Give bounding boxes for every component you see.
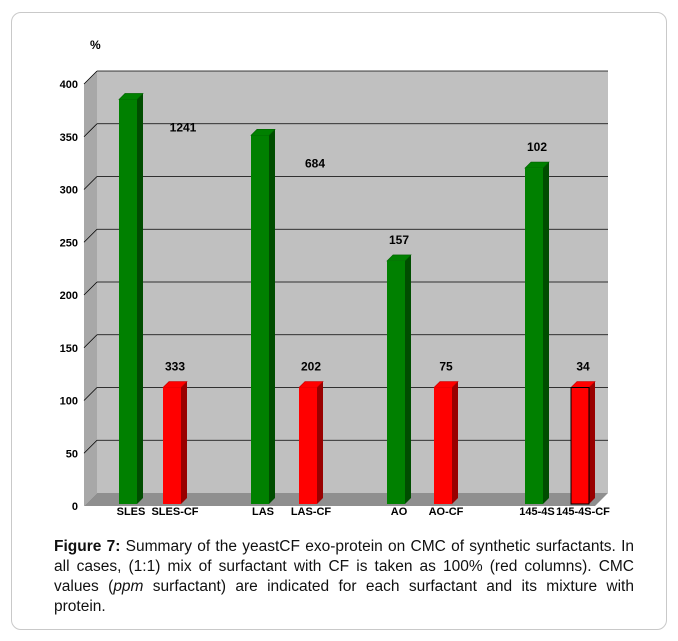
x-tick-labels: SLES SLES-CF LAS LAS-CF AO AO-CF 145-4S 145-4S-… — [117, 506, 611, 518]
bar-side — [589, 381, 595, 504]
x-tick-label: AO-CF — [429, 506, 464, 518]
bar — [524, 161, 550, 504]
gridline-side — [83, 228, 98, 243]
data-labels: 1241 333 684 202 157 75 102 34 — [165, 120, 590, 373]
y-tick-label: 350 — [60, 132, 78, 144]
y-tick-label: 250 — [60, 237, 78, 249]
bar-front — [570, 387, 590, 505]
caption-text-1: Summary of the yeastCF exo-protein on CM… — [54, 538, 634, 595]
bar-chart: 0 50 100 150 200 250 300 350 400 SLES SLES-CF LAS L… — [60, 38, 611, 518]
gridlines — [83, 70, 608, 454]
bar-side — [452, 381, 458, 504]
bar-side — [543, 162, 549, 504]
floor — [84, 493, 608, 506]
bar-front — [299, 387, 317, 504]
gridline-side — [83, 281, 98, 296]
gridline-side — [83, 176, 98, 190]
y-tick-label: 300 — [60, 185, 78, 197]
gridline-side — [83, 439, 98, 454]
data-label: 102 — [527, 140, 547, 154]
y-tick-label: 200 — [60, 290, 78, 302]
gridline-side — [83, 334, 98, 349]
gridline-side — [83, 70, 98, 85]
y-tick-label: 400 — [60, 79, 78, 91]
y-tick-label: 0 — [72, 501, 78, 513]
bars — [118, 93, 596, 505]
gridline-side — [83, 387, 98, 401]
bar-front — [119, 99, 137, 505]
bar-side — [137, 93, 143, 505]
caption-lead: Figure 7: — [54, 538, 121, 555]
y-tick-label: 150 — [60, 343, 78, 355]
bar — [433, 381, 459, 504]
y-tick-labels: 0 50 100 150 200 250 300 350 400 — [60, 79, 78, 513]
bar — [162, 381, 188, 504]
data-label: 202 — [301, 360, 321, 374]
bar-front — [525, 168, 543, 504]
y-axis-label: % — [90, 38, 101, 52]
y-tick-label: 50 — [66, 448, 78, 460]
bar — [570, 381, 596, 505]
caption-text-2: surfactant) are indicated for each surfa… — [54, 578, 634, 615]
bar-front — [387, 260, 405, 504]
y-tick-label: 100 — [60, 396, 78, 408]
bar — [386, 254, 412, 504]
data-label: 333 — [165, 360, 185, 374]
bar-front — [251, 135, 269, 505]
bar-side — [405, 254, 411, 504]
data-label: 684 — [305, 156, 325, 170]
bar — [118, 93, 144, 505]
x-tick-label: 145-4S — [519, 506, 554, 518]
bar-front — [434, 387, 452, 504]
bar-side — [269, 129, 275, 505]
data-label: 34 — [576, 360, 590, 374]
gridline-side — [83, 123, 98, 138]
x-tick-label: LAS — [252, 506, 274, 518]
bar — [298, 381, 324, 504]
bar-side — [181, 381, 187, 504]
x-tick-label: SLES-CF — [151, 506, 198, 518]
data-label: 75 — [439, 360, 453, 374]
bar-front — [163, 387, 181, 504]
bar-side — [317, 381, 323, 504]
figure-caption: Figure 7: Summary of the yeastCF exo-pro… — [54, 537, 634, 617]
bar — [250, 129, 276, 505]
data-label: 1241 — [170, 120, 197, 134]
x-tick-label: LAS-CF — [291, 506, 332, 518]
x-tick-label: SLES — [117, 506, 146, 518]
x-tick-label: 145-4S-CF — [556, 506, 610, 518]
x-tick-label: AO — [391, 506, 408, 518]
data-label: 157 — [389, 233, 409, 247]
caption-italic: ppm — [113, 578, 144, 595]
